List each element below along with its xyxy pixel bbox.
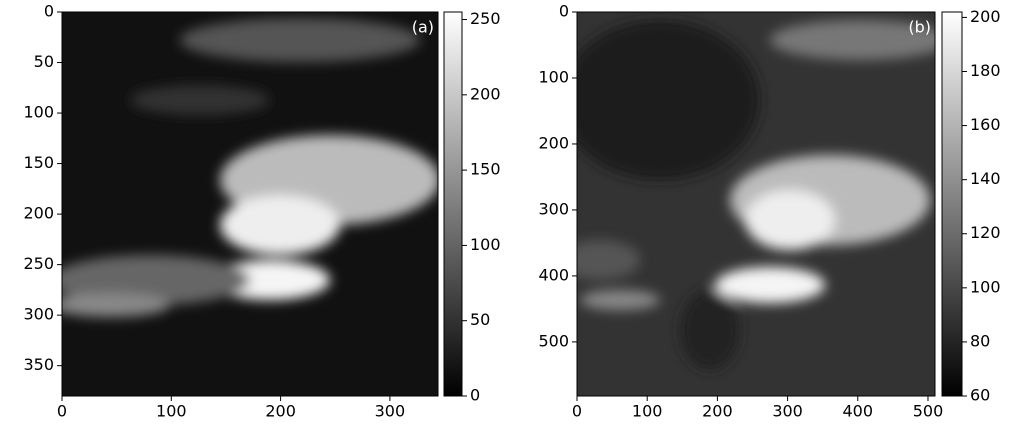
colorbar-tick-label: 60 — [970, 386, 990, 405]
y-tick-label: 300 — [23, 305, 54, 324]
colorbar-tick-label: 100 — [470, 235, 501, 254]
y-tick-label: 100 — [23, 103, 54, 122]
colorbar-tick-label: 200 — [970, 7, 1001, 26]
x-tick-label: 0 — [572, 402, 582, 421]
colorbar-tick-label: 50 — [470, 310, 490, 329]
y-tick-label: 0 — [559, 2, 569, 21]
colorbar-tick-label: 250 — [470, 9, 501, 28]
x-tick-label: 0 — [57, 402, 67, 421]
colorbar — [941, 11, 963, 397]
y-tick-label: 200 — [23, 204, 54, 223]
image-b — [577, 12, 935, 396]
y-tick-label: 200 — [538, 133, 569, 152]
x-tick-label: 400 — [843, 402, 874, 421]
x-tick-label: 300 — [375, 402, 406, 421]
y-tick-label: 250 — [23, 254, 54, 273]
colorbar-tick-label: 120 — [970, 223, 1001, 242]
plot-frame — [61, 11, 439, 397]
y-tick-label: 100 — [538, 67, 569, 86]
y-tick-label: 50 — [34, 52, 54, 71]
y-tick-label: 400 — [538, 265, 569, 284]
colorbar-tick-label: 0 — [470, 386, 480, 405]
colorbar-tick-label: 160 — [970, 115, 1001, 134]
x-tick-label: 200 — [702, 402, 733, 421]
panel-label: (a) — [412, 18, 434, 37]
colorbar-tick-label: 100 — [970, 277, 1001, 296]
colorbar-tick-label: 150 — [470, 160, 501, 179]
colorbar-tick-label: 80 — [970, 331, 990, 350]
y-tick-label: 350 — [23, 355, 54, 374]
colorbar-tick-label: 140 — [970, 169, 1001, 188]
y-tick-label: 150 — [23, 153, 54, 172]
colorbar-tick-label: 200 — [470, 84, 501, 103]
y-tick-label: 300 — [538, 199, 569, 218]
panel-label: (b) — [908, 18, 931, 37]
image-a — [62, 12, 438, 396]
colorbar-tick-label: 180 — [970, 61, 1001, 80]
y-tick-label: 0 — [44, 2, 54, 21]
x-tick-label: 100 — [632, 402, 663, 421]
x-tick-label: 300 — [772, 402, 803, 421]
x-tick-label: 200 — [265, 402, 296, 421]
x-tick-label: 100 — [156, 402, 187, 421]
x-tick-label: 500 — [913, 402, 944, 421]
plot-frame — [576, 11, 936, 397]
colorbar — [443, 11, 463, 397]
axes: (a) 0 100 200 300 0 50 100 150 200 250 300 350 0 50 100… — [23, 2, 1000, 421]
y-tick-label: 500 — [538, 331, 569, 350]
